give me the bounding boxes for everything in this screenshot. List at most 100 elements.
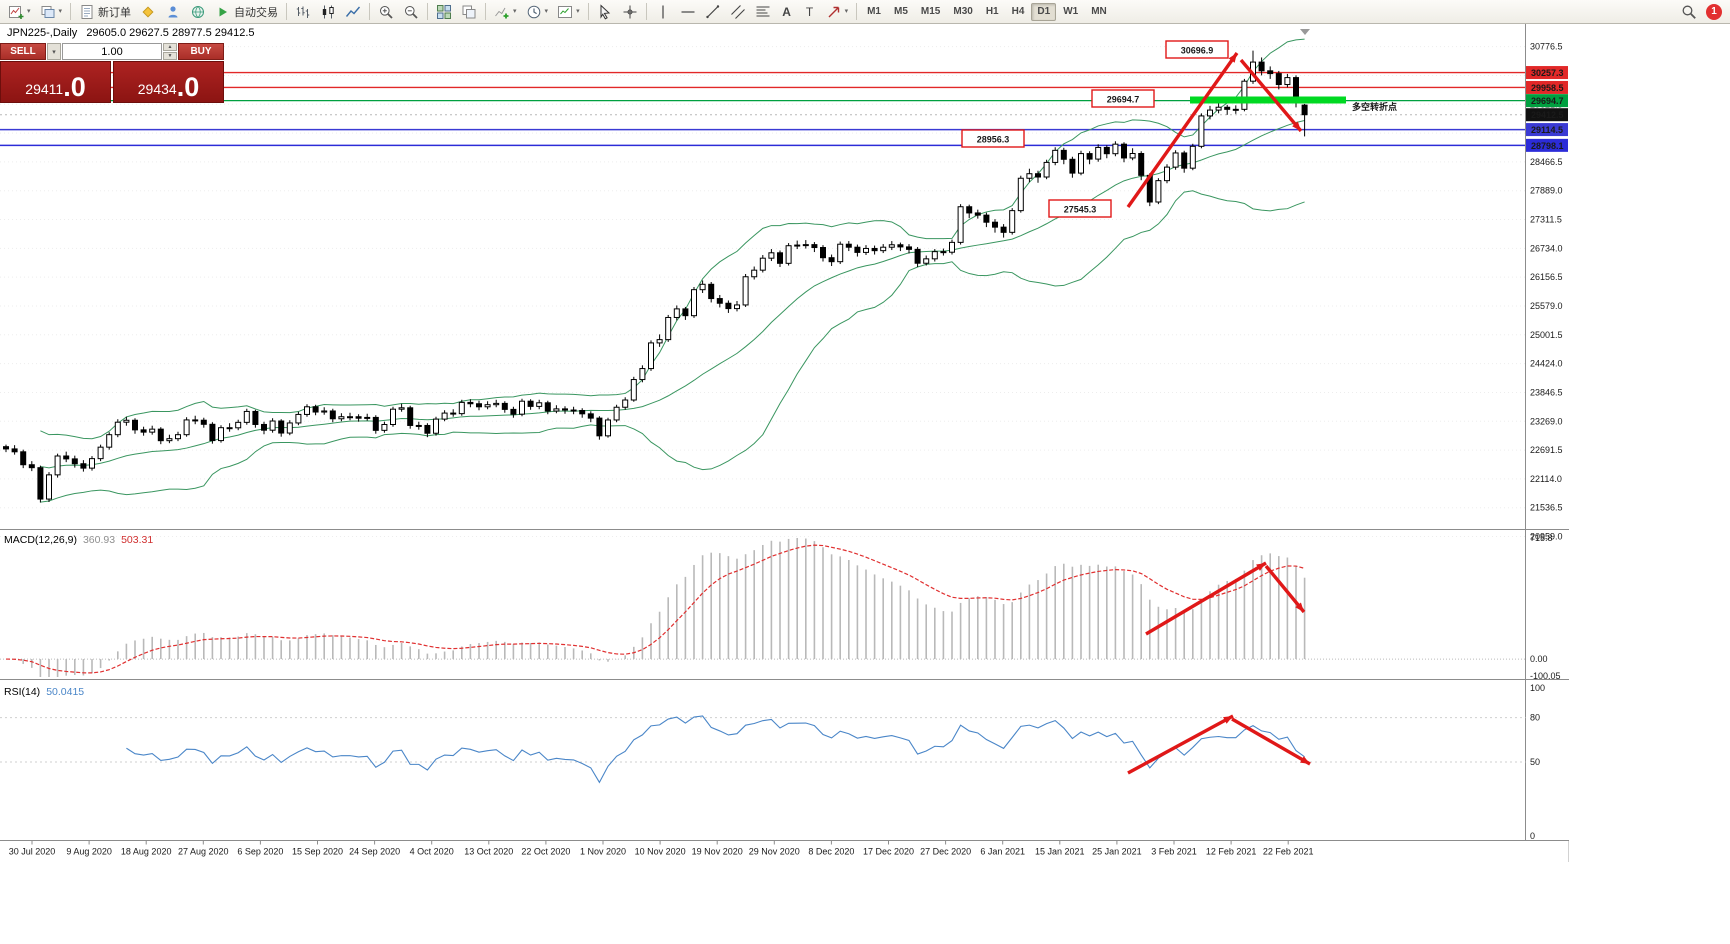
svg-text:50: 50 <box>1530 757 1540 767</box>
timeframe-m30-button[interactable]: M30 <box>953 6 973 17</box>
templates-button[interactable]: ▾ <box>553 2 584 22</box>
new-order-label: 新订单 <box>98 6 132 19</box>
sell-price-main: 29411 <box>25 81 64 97</box>
metaeditor-button[interactable] <box>136 2 160 22</box>
indicators-icon <box>494 4 510 20</box>
autotrading-button[interactable]: 自动交易 <box>211 2 282 22</box>
vertical-line-tool-button[interactable] <box>651 2 675 22</box>
svg-text:15 Sep 2020: 15 Sep 2020 <box>292 847 343 857</box>
rsi-indicator-label: RSI(14) 50.0415 <box>4 686 84 698</box>
svg-text:30 Jul 2020: 30 Jul 2020 <box>9 847 56 857</box>
svg-text:8 Dec 2020: 8 Dec 2020 <box>808 847 854 857</box>
sell-button[interactable]: SELL <box>0 43 46 60</box>
volume-up-button[interactable]: ▲ <box>163 43 177 51</box>
chevron-down-icon: ▾ <box>58 8 63 15</box>
svg-text:28798.1: 28798.1 <box>1531 141 1564 151</box>
metaeditor-icon <box>140 4 156 20</box>
horizontal-line-icon <box>680 4 696 20</box>
timeframe-h4-button[interactable]: H4 <box>1011 6 1025 17</box>
zoom-in-button[interactable] <box>374 2 398 22</box>
svg-text:26156.5: 26156.5 <box>1530 272 1563 282</box>
cursor-icon <box>597 4 613 20</box>
text-tool-button[interactable]: A <box>776 2 798 22</box>
navigator-icon <box>165 4 181 20</box>
svg-text:6 Jan 2021: 6 Jan 2021 <box>980 847 1025 857</box>
timeframe-m1-button[interactable]: M1 <box>867 6 881 17</box>
trendline-icon <box>705 4 721 20</box>
search-button[interactable] <box>1677 2 1701 22</box>
channel-tool-button[interactable] <box>726 2 750 22</box>
volume-down-button[interactable]: ▼ <box>163 52 177 60</box>
timeframe-m5-button[interactable]: M5 <box>894 6 908 17</box>
fibonacci-icon <box>755 4 771 20</box>
svg-text:18 Aug 2020: 18 Aug 2020 <box>121 847 172 857</box>
channel-icon <box>730 4 746 20</box>
svg-text:25579.0: 25579.0 <box>1530 301 1563 311</box>
svg-text:22114.0: 22114.0 <box>1530 474 1562 484</box>
shapes-tool-button[interactable]: ▾ <box>822 2 853 22</box>
chart-ohlc-values: 29605.0 29627.5 28977.5 29412.5 <box>86 27 255 39</box>
crosshair-icon <box>622 4 638 20</box>
macd-main-value: 360.93 <box>82 534 116 546</box>
templates-icon <box>557 4 573 20</box>
horizontal-line-tool-button[interactable] <box>676 2 700 22</box>
zoom-out-button[interactable] <box>399 2 423 22</box>
cascade-windows-button[interactable] <box>457 2 481 22</box>
toolbar-separator <box>286 3 288 20</box>
main-toolbar: ▾ ▾ 新订单 自动交易 ▾ ▾ ▾ A T ▾ M1 M5 M15 M30 H… <box>0 0 1730 24</box>
bar-chart-mode-button[interactable] <box>291 2 315 22</box>
new-chart-button[interactable]: ▾ <box>4 2 35 22</box>
crosshair-tool-button[interactable] <box>618 2 642 22</box>
market-button[interactable] <box>186 2 210 22</box>
timeframe-d1-button[interactable]: D1 <box>1031 2 1057 21</box>
rsi-value: 50.0415 <box>46 686 85 698</box>
price-grid <box>0 46 1526 538</box>
periods-button[interactable]: ▾ <box>522 2 553 22</box>
label-tool-button[interactable]: T <box>799 2 821 22</box>
svg-text:715.8: 715.8 <box>1530 533 1553 543</box>
chart-shift-marker[interactable] <box>1300 29 1310 35</box>
bar-chart-icon <box>295 4 311 20</box>
cursor-tool-button[interactable] <box>593 2 617 22</box>
notifications-button[interactable]: 1 <box>1702 2 1726 22</box>
buy-price-display[interactable]: 29434.0 <box>113 61 224 103</box>
tile-windows-button[interactable] <box>432 2 456 22</box>
price-chart[interactable]: 30776.530199.029621.529044.028466.527889… <box>0 24 1569 862</box>
timeframe-w1-button[interactable]: W1 <box>1063 6 1079 17</box>
svg-text:12 Feb 2021: 12 Feb 2021 <box>1206 847 1257 857</box>
svg-text:24 Sep 2020: 24 Sep 2020 <box>349 847 400 857</box>
svg-text:28466.5: 28466.5 <box>1530 157 1563 167</box>
line-chart-mode-button[interactable] <box>341 2 365 22</box>
timeframe-h1-button[interactable]: H1 <box>985 6 999 17</box>
svg-text:29694.7: 29694.7 <box>1531 96 1564 106</box>
toolbar-separator <box>587 3 589 20</box>
toolbar-separator <box>856 3 858 20</box>
panel-chrome <box>0 24 1569 841</box>
svg-text:29114.5: 29114.5 <box>1531 125 1563 135</box>
candlestick-mode-button[interactable] <box>316 2 340 22</box>
timeframe-mn-button[interactable]: MN <box>1091 6 1107 17</box>
new-order-button[interactable]: 新订单 <box>75 2 135 22</box>
volume-input[interactable] <box>62 43 162 60</box>
chart-window: 30776.530199.029621.529044.028466.527889… <box>0 24 1569 862</box>
trendline-tool-button[interactable] <box>701 2 725 22</box>
svg-text:22 Oct 2020: 22 Oct 2020 <box>521 847 570 857</box>
volume-dropdown-button[interactable]: ▾ <box>47 43 61 60</box>
macd-indicator-label: MACD(12,26,9) 360.93 503.31 <box>4 534 153 546</box>
sell-price-display[interactable]: 29411.0 <box>0 61 111 103</box>
indicators-button[interactable]: ▾ <box>490 2 521 22</box>
new-chart-icon <box>8 4 24 20</box>
buy-button[interactable]: BUY <box>178 43 224 60</box>
macd-panel: 715.8 0.00 -100.05 <box>0 533 1561 681</box>
svg-text:27545.3: 27545.3 <box>1064 205 1097 215</box>
candlestick-icon <box>320 4 336 20</box>
svg-text:29694.7: 29694.7 <box>1107 95 1140 105</box>
chart-annotations[interactable]: 多空转折点 30696.9 29694.7 28956.3 27545.3 <box>961 40 1397 775</box>
market-icon <box>190 4 206 20</box>
toolbar-separator <box>645 3 647 20</box>
profiles-button[interactable]: ▾ <box>36 2 67 22</box>
chevron-down-icon: ▾ <box>844 8 849 15</box>
navigator-button[interactable] <box>161 2 185 22</box>
timeframe-m15-button[interactable]: M15 <box>920 6 941 17</box>
fibonacci-tool-button[interactable] <box>751 2 775 22</box>
